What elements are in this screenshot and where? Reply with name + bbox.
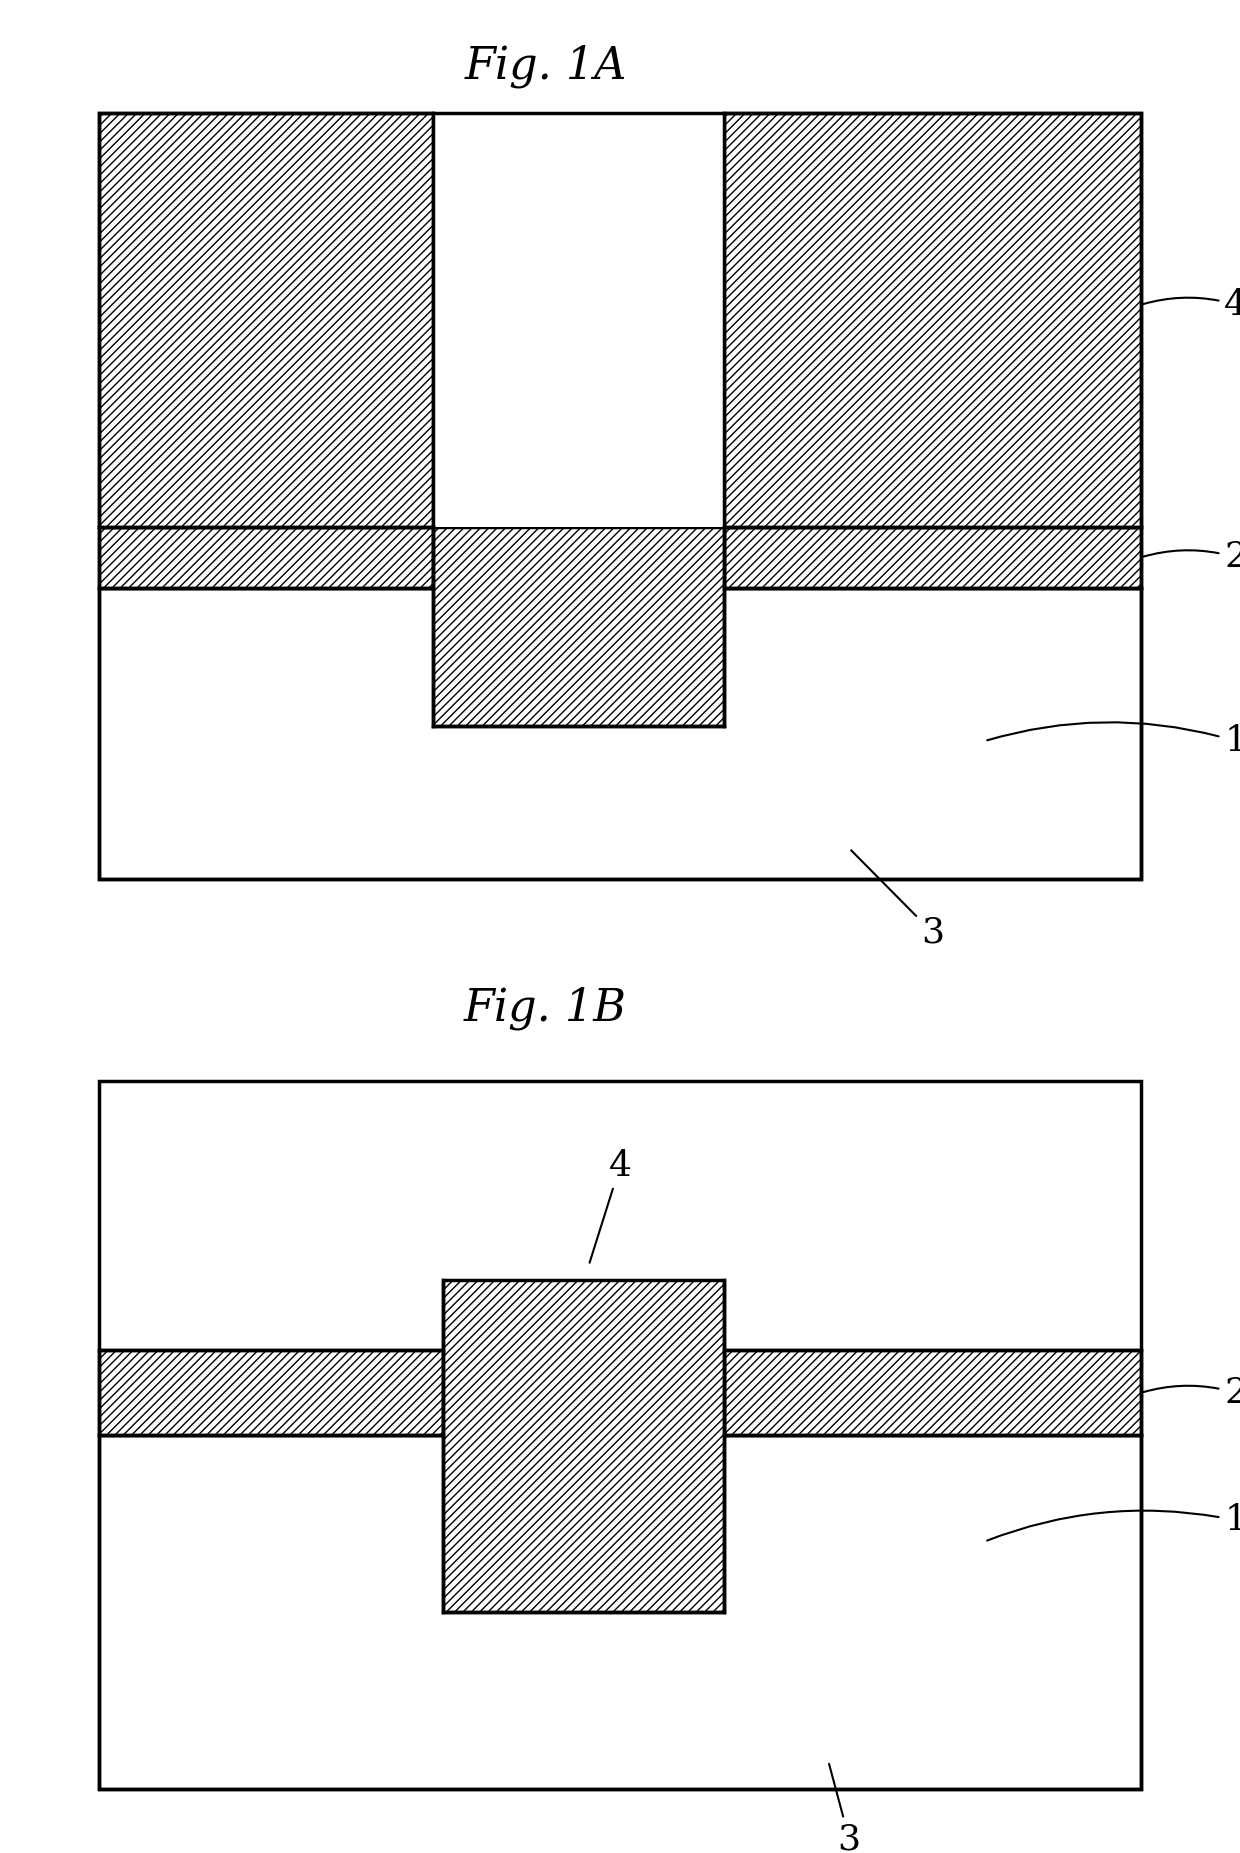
- Text: 3: 3: [851, 851, 944, 949]
- Bar: [99, 1436, 1141, 1790]
- Bar: [724, 526, 1141, 587]
- Bar: [443, 1280, 724, 1612]
- Text: 3: 3: [830, 1764, 861, 1853]
- Text: 2: 2: [1143, 541, 1240, 574]
- Text: 4: 4: [1143, 287, 1240, 322]
- Text: 4: 4: [589, 1149, 631, 1262]
- Text: 1: 1: [987, 1503, 1240, 1540]
- Bar: [99, 113, 433, 526]
- Text: 2: 2: [1143, 1375, 1240, 1410]
- Bar: [433, 526, 724, 726]
- Bar: [99, 1351, 443, 1436]
- Bar: [724, 113, 1141, 526]
- Bar: [99, 526, 433, 587]
- Bar: [99, 113, 1141, 878]
- Bar: [99, 1080, 1141, 1790]
- Bar: [724, 1351, 1141, 1436]
- Text: Fig. 1A: Fig. 1A: [465, 44, 626, 87]
- Bar: [433, 113, 724, 526]
- Text: 1: 1: [987, 723, 1240, 758]
- Text: Fig. 1B: Fig. 1B: [464, 988, 627, 1030]
- Bar: [99, 587, 1141, 878]
